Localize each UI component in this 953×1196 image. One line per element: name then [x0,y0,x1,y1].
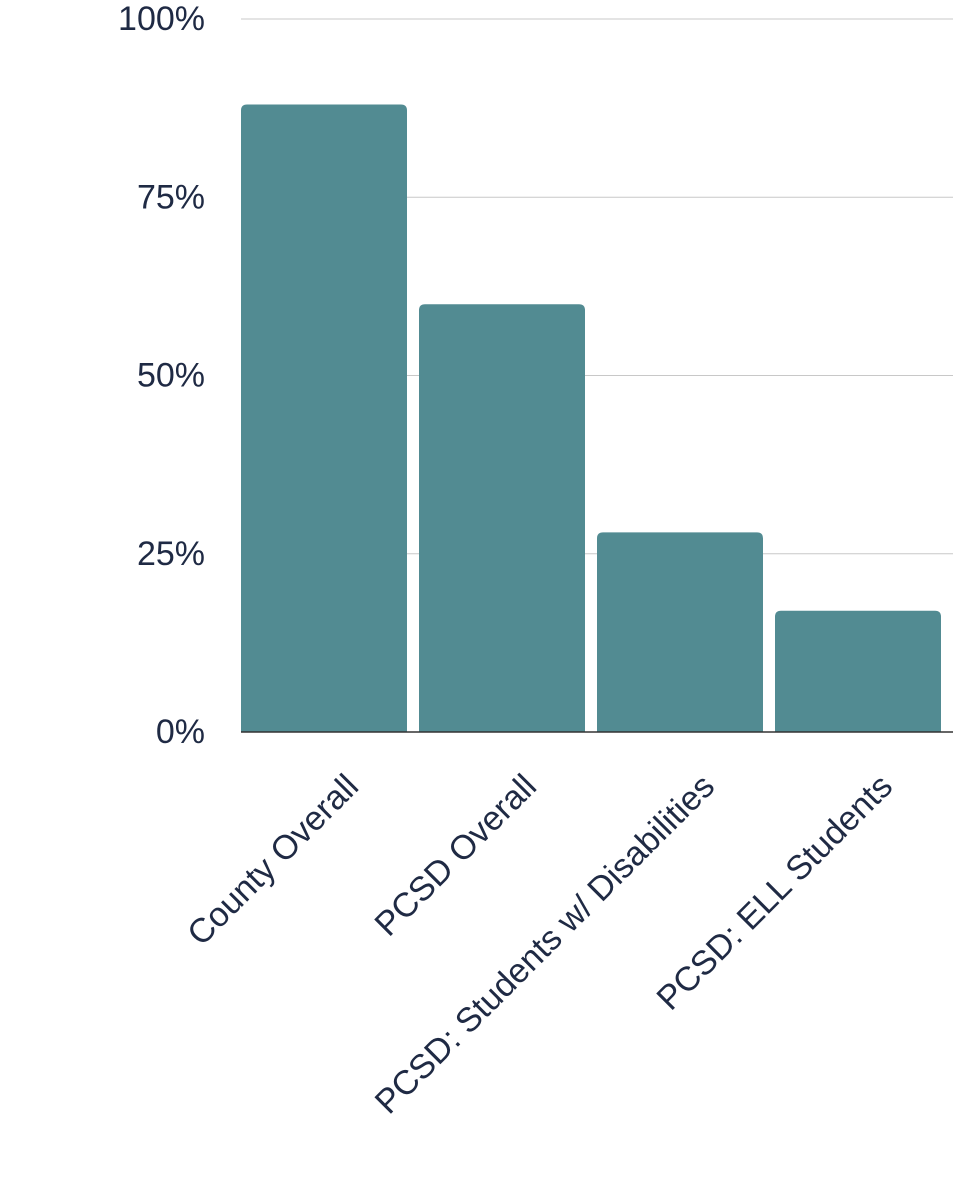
x-category-label: PCSD Overall [368,767,545,944]
x-category-label: PCSD: Students w/ Disabilities [368,767,722,1121]
y-tick-label: 0% [156,713,205,751]
y-tick-label: 75% [137,178,205,216]
bar [597,532,763,732]
x-category-label: County Overall [180,767,366,953]
bar [241,105,407,732]
y-tick-label: 25% [137,535,205,573]
bar [419,304,585,732]
bar [775,611,941,732]
y-tick-label: 50% [137,357,205,395]
bars [241,105,941,732]
y-tick-label: 100% [118,0,205,38]
y-axis-tick-labels: 0% 25% 50% 75% 100% [118,0,205,751]
